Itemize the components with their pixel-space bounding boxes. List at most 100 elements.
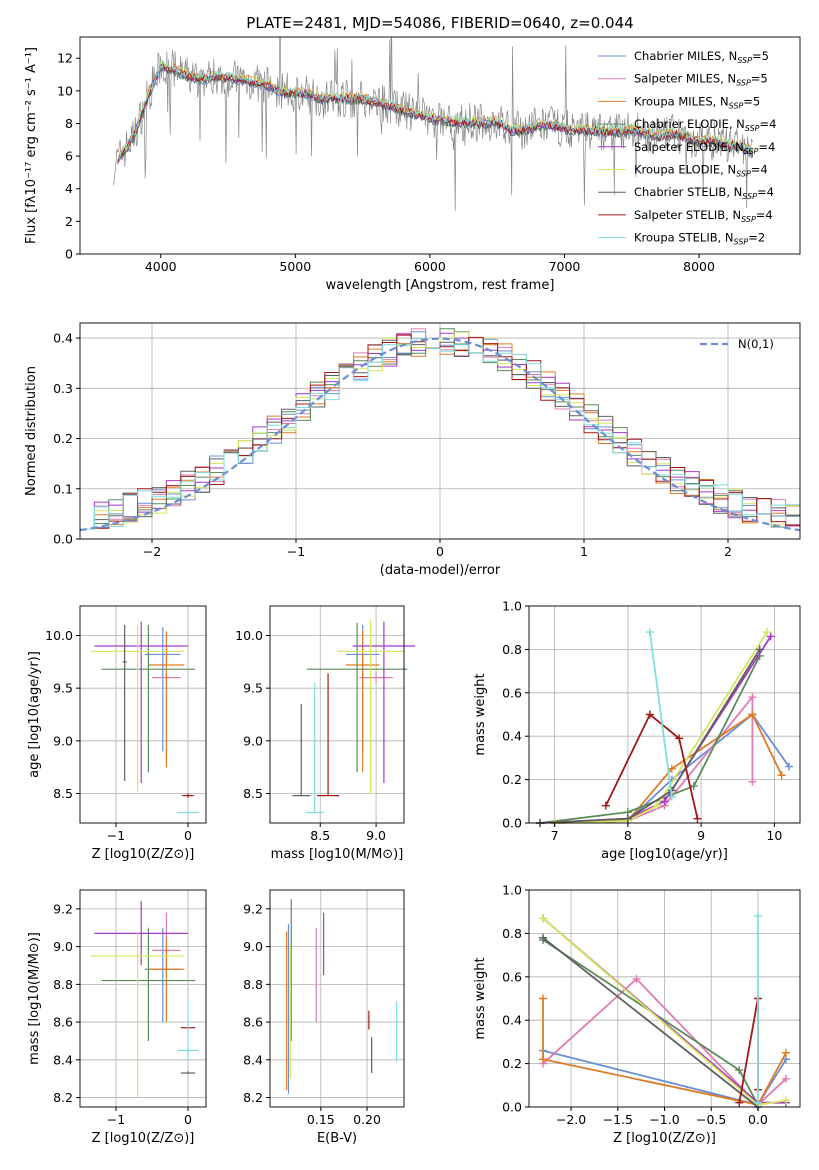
weight-marker — [748, 710, 757, 719]
weight-marker — [748, 777, 757, 786]
y-tick-label: 9.2 — [243, 901, 263, 916]
y-tick-label: 0.2 — [502, 1056, 522, 1071]
weight-marker — [785, 762, 794, 771]
x-tick-label: 0.0 — [748, 1112, 768, 1127]
y-tick-label: 9.2 — [53, 901, 73, 916]
y-tick-label: 8.8 — [243, 977, 263, 992]
error-bar-point — [292, 703, 311, 797]
x-tick-label: 4000 — [145, 259, 177, 274]
histogram-bars — [80, 334, 800, 530]
panel-age_vs_mass: 8.5 9.0 8.5 9.0 9.5 10.0 mass [log10(M/M⊙)] — [235, 605, 416, 862]
y-tick-label: 0.2 — [53, 431, 73, 446]
chart-title: PLATE=2481, MJD=54086, FIBERID=0640, z=0… — [246, 14, 633, 32]
error-bar-point — [359, 672, 393, 683]
x-axis-label: Z [log10(Z/Z⊙)] — [92, 847, 195, 862]
y-tick-label: 0.0 — [502, 1100, 522, 1115]
y-tick-label: 8.2 — [53, 1090, 73, 1105]
panel-mass_vs_Z: −1 0 8.2 8.4 8.6 8.8 9.0 9.2 Z [log10(Z/Z⊙)] mass… — [27, 889, 207, 1146]
weight-line — [539, 655, 761, 824]
error-bar-point — [90, 624, 185, 792]
y-tick-label: 2 — [65, 214, 73, 229]
error-bar-point — [182, 793, 194, 798]
error-bar-point — [316, 673, 340, 797]
x-tick-label: 0.20 — [353, 1112, 381, 1127]
weight-marker — [748, 693, 757, 702]
axes-frame — [79, 889, 207, 1108]
error-bar-point — [90, 933, 185, 1098]
weight-marker — [755, 645, 764, 654]
weight-marker — [601, 801, 610, 810]
legend-entry: Kroupa MILES, NSSP=5 — [634, 94, 760, 110]
axes-frame — [269, 889, 405, 1108]
error-bar-point — [180, 1071, 196, 1074]
x-tick-label: 8000 — [683, 259, 715, 274]
weight-line — [649, 631, 673, 798]
weight-marker — [675, 734, 684, 743]
legend: Chabrier MILES, NSSP=5 Salpeter MILES, NS… — [598, 49, 776, 247]
plot-area — [90, 901, 199, 1098]
grid-lines — [270, 890, 404, 1107]
error-bar-point — [148, 631, 185, 768]
weight-line — [539, 648, 761, 824]
weight-marker — [539, 994, 548, 1003]
y-tick-label: 8.5 — [53, 786, 73, 801]
weight-marker — [623, 814, 632, 823]
x-tick-label: 9.0 — [366, 828, 386, 843]
y-tick-label: 10.0 — [45, 628, 73, 643]
x-tick-label: 10 — [766, 828, 782, 843]
panel-mass_vs_EBV: 0.15 0.20 8.2 8.4 8.6 8.8 9.0 9.2 E(B-V) — [243, 889, 405, 1146]
weight-marker — [781, 1074, 790, 1083]
legend-entry: Kroupa STELIB, NSSP=2 — [634, 231, 765, 247]
weight-line — [542, 936, 759, 1108]
error-bar-point — [345, 630, 380, 773]
weight-line — [542, 998, 787, 1106]
weight-marker — [753, 1098, 762, 1107]
error-bar-point — [306, 622, 408, 773]
plot-area — [292, 619, 416, 814]
y-tick-label: 9.0 — [243, 733, 263, 748]
y-tick-label: 12 — [57, 51, 73, 66]
x-axis-label: Z [log10(Z/Z⊙)] — [92, 1131, 195, 1146]
y-tick-label: 9.0 — [53, 939, 73, 954]
y-tick-label: 10.0 — [235, 628, 263, 643]
x-axis-label: mass [log10(M/M⊙)] — [271, 847, 404, 862]
weight-marker — [632, 974, 641, 983]
error-bar-point — [352, 621, 416, 783]
grid-lines — [80, 606, 206, 823]
error-bar-point — [122, 624, 127, 781]
y-tick-label: 9.5 — [53, 681, 73, 696]
x-tick-label: −1 — [287, 544, 305, 559]
error-bar-point — [177, 999, 199, 1060]
grid-lines — [80, 323, 800, 540]
error-bar-point — [305, 682, 324, 814]
plot-area — [539, 912, 790, 1111]
error-bar-point — [94, 901, 188, 966]
y-axis-label: mass [log10(M/M⊙)] — [27, 932, 42, 1065]
weight-marker — [645, 710, 654, 719]
y-tick-label: 6 — [65, 149, 73, 164]
x-tick-label: 0.15 — [307, 1112, 335, 1127]
weight-marker — [653, 801, 662, 810]
axes-frame — [79, 36, 801, 255]
weight-marker — [781, 1048, 790, 1057]
error-bar-point — [101, 927, 196, 1041]
y-tick-label: 0.4 — [53, 331, 73, 346]
weight-line — [605, 713, 699, 819]
y-tick-label: 0.8 — [502, 926, 522, 941]
y-tick-label: 0.0 — [53, 532, 73, 547]
weight-marker — [539, 914, 548, 923]
observed-spectrum-line — [113, 37, 753, 212]
y-tick-label: 1.0 — [502, 599, 522, 614]
x-tick-label: −1 — [107, 828, 125, 843]
error-bar-point — [337, 619, 404, 794]
weight-marker — [766, 632, 775, 641]
weight-marker — [693, 814, 702, 823]
histogram-bars — [80, 339, 800, 530]
y-tick-label: 8.4 — [243, 1052, 263, 1067]
y-tick-label: 1.0 — [502, 883, 522, 898]
y-tick-label: 0.0 — [502, 816, 522, 831]
weight-marker — [645, 628, 654, 637]
x-axis-label: Z [log10(Z/Z⊙)] — [613, 1131, 716, 1146]
histogram-bars — [80, 338, 800, 530]
x-tick-label: −1.5 — [603, 1112, 633, 1127]
